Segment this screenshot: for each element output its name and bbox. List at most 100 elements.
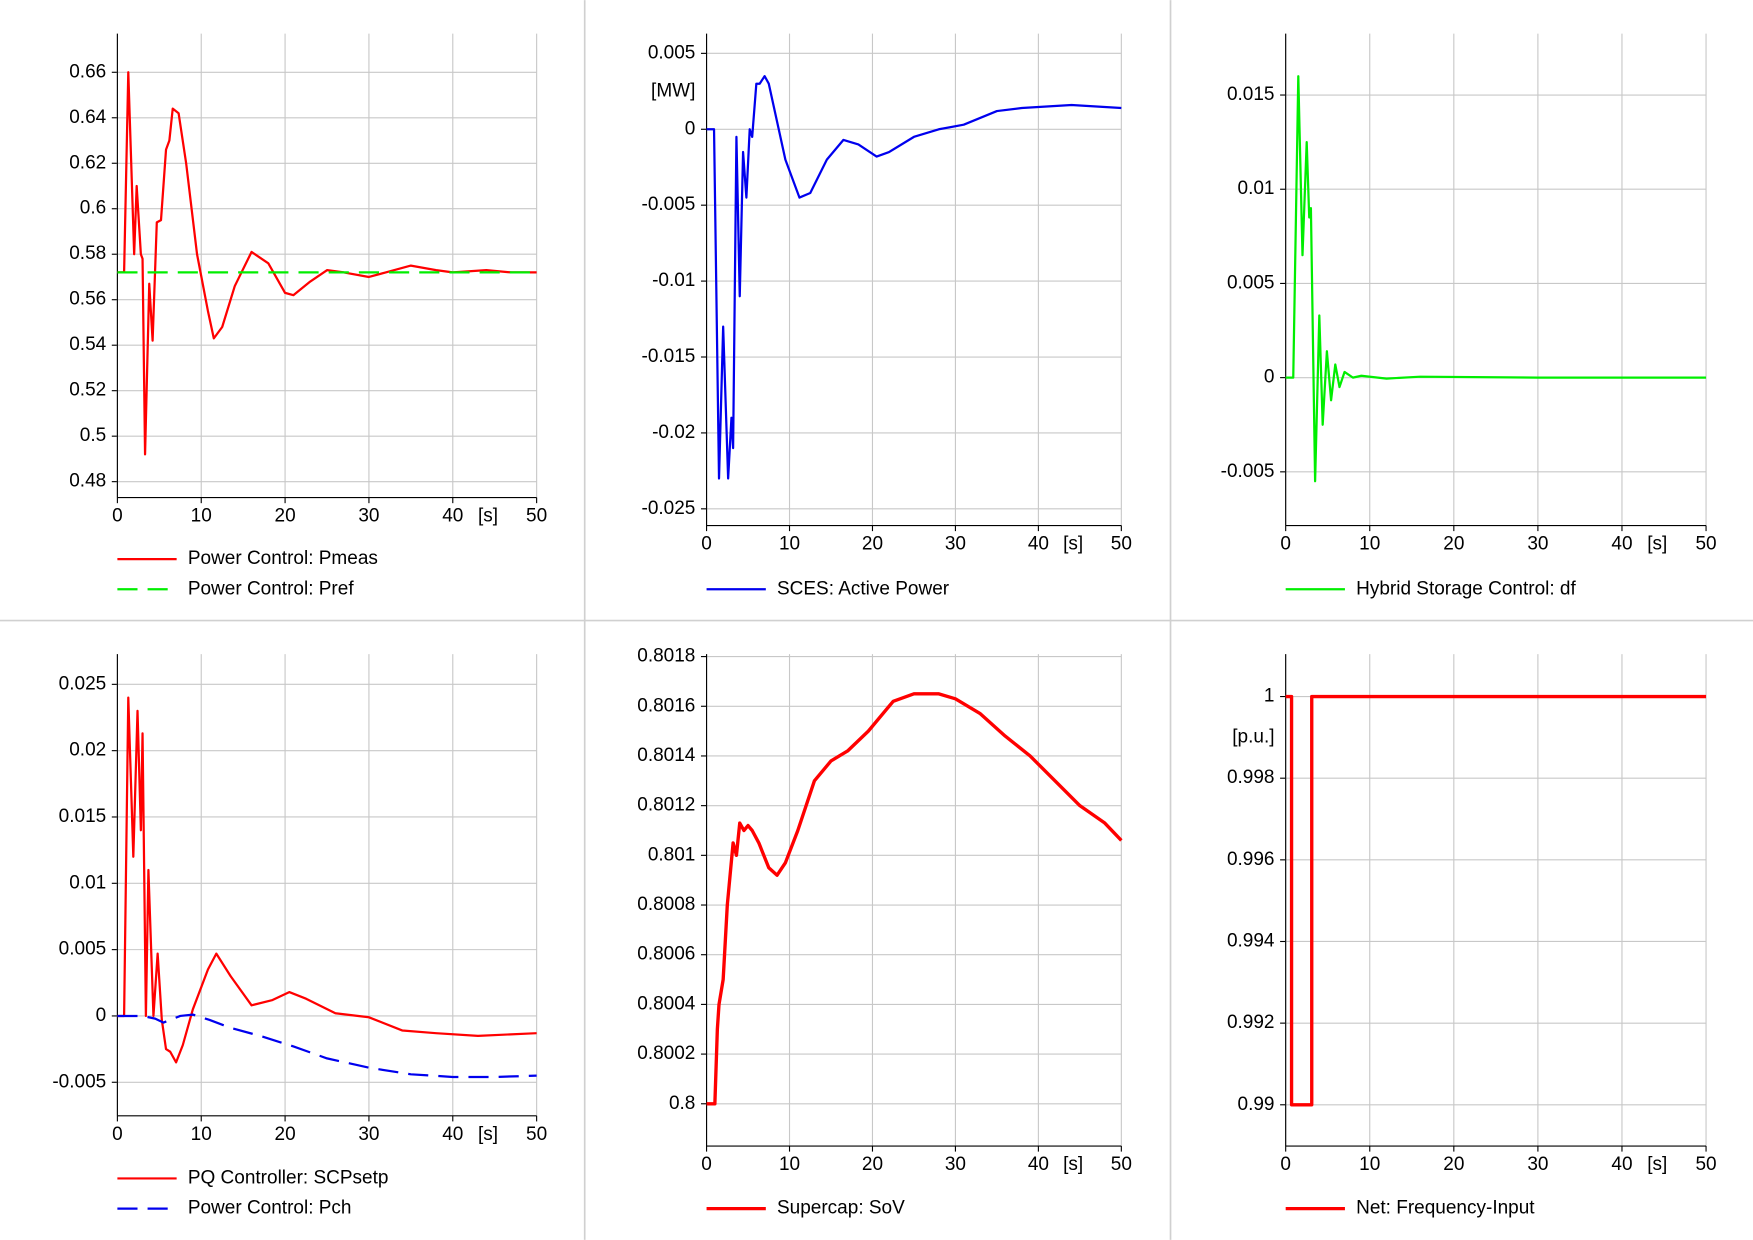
y-tick-label: -0.015: [642, 346, 696, 367]
y-tick-label: 0.66: [69, 61, 106, 82]
x-tick-label: 0: [1280, 534, 1291, 555]
x-axis-label: [s]: [1647, 534, 1667, 555]
legend-label: Net: Frequency-Input: [1356, 1198, 1535, 1219]
y-tick-label: -0.005: [642, 194, 696, 215]
x-tick-label: 40: [442, 506, 463, 527]
x-tick-label: 50: [1695, 534, 1716, 555]
y-tick-label: 0.005: [648, 42, 696, 63]
y-tick-label: 0.02: [69, 740, 106, 761]
x-tick-label: 10: [1359, 1154, 1380, 1175]
y-tick-label: 0.6: [80, 198, 106, 219]
y-tick-label: 0.015: [1227, 84, 1275, 105]
y-tick-label: 0: [1264, 367, 1275, 388]
y-tick-label: 0.64: [69, 107, 106, 128]
x-tick-label: 0: [1280, 1154, 1291, 1175]
x-tick-label: 50: [1111, 1154, 1132, 1175]
y-axis-label: [MW]: [651, 80, 695, 101]
y-tick-label: 0.99: [1238, 1094, 1275, 1115]
y-tick-label: 0.52: [69, 380, 106, 401]
legend-label: Power Control: Pref: [188, 578, 355, 599]
x-axis-label: [s]: [478, 1124, 498, 1145]
y-tick-label: 0.992: [1227, 1012, 1275, 1033]
y-tick-label: 0.01: [69, 872, 106, 893]
y-tick-label: 0.8006: [637, 944, 695, 965]
y-tick-label: 0.8014: [637, 745, 696, 766]
x-tick-label: 30: [1527, 1154, 1548, 1175]
x-tick-label: 10: [191, 1124, 212, 1145]
x-tick-label: 0: [701, 534, 712, 555]
y-tick-label: 0.8016: [637, 695, 695, 716]
y-tick-label: 0.8012: [637, 795, 695, 816]
y-tick-label: -0.01: [652, 270, 695, 291]
x-axis-label: [s]: [1063, 1154, 1083, 1175]
series-line: [706, 75, 1122, 480]
x-tick-label: 10: [191, 506, 212, 527]
x-tick-label: 30: [945, 534, 966, 555]
y-tick-label: 0.5: [80, 425, 106, 446]
legend-label: Hybrid Storage Control: df: [1356, 578, 1576, 599]
x-tick-label: 10: [1359, 534, 1380, 555]
y-tick-label: -0.005: [1221, 461, 1275, 482]
series-line: [117, 696, 537, 1064]
x-tick-label: 0: [112, 1124, 123, 1145]
y-tick-label: 0.8002: [637, 1043, 695, 1064]
y-tick-label: 0.58: [69, 243, 106, 264]
y-tick-label: 0.8004: [637, 993, 696, 1014]
x-axis-label: [s]: [1063, 534, 1083, 555]
y-tick-label: 0.48: [69, 471, 106, 492]
x-tick-label: 30: [358, 1124, 379, 1145]
y-tick-label: 0.996: [1227, 849, 1275, 870]
x-axis-label: [s]: [478, 506, 498, 527]
x-tick-label: 20: [1443, 1154, 1464, 1175]
y-tick-label: 1: [1264, 686, 1275, 707]
x-tick-label: 40: [1028, 534, 1049, 555]
y-tick-label: 0.62: [69, 152, 106, 173]
legend-label: PQ Controller: SCPsetp: [188, 1167, 389, 1188]
x-tick-label: 20: [1443, 534, 1464, 555]
legend-label: Power Control: Pch: [188, 1198, 352, 1219]
y-tick-label: -0.005: [52, 1071, 106, 1092]
y-tick-label: 0.8018: [637, 646, 695, 667]
x-tick-label: 20: [862, 1154, 883, 1175]
series-line: [1285, 694, 1707, 1107]
x-tick-label: 30: [358, 506, 379, 527]
x-axis-label: [s]: [1647, 1154, 1667, 1175]
y-tick-label: -0.02: [652, 422, 695, 443]
x-tick-label: 50: [1111, 534, 1132, 555]
x-tick-label: 50: [1695, 1154, 1716, 1175]
x-tick-label: 0: [701, 1154, 712, 1175]
y-tick-label: 0.54: [69, 334, 106, 355]
y-tick-label: 0: [685, 118, 696, 139]
series-line: [706, 692, 1123, 1106]
x-tick-label: 50: [526, 1124, 547, 1145]
y-tick-label: 0: [96, 1005, 107, 1026]
series-line: [117, 71, 537, 456]
series-line: [117, 1013, 537, 1079]
legend-label: Supercap: SoV: [777, 1198, 905, 1219]
legend-label: SCES: Active Power: [777, 578, 950, 599]
x-tick-label: 10: [779, 534, 800, 555]
y-tick-label: 0.998: [1227, 767, 1275, 788]
y-tick-label: 0.005: [59, 939, 107, 960]
x-tick-label: 20: [862, 534, 883, 555]
y-tick-label: 0.8008: [637, 894, 695, 915]
x-tick-label: 40: [1028, 1154, 1049, 1175]
legend-label: Power Control: Pmeas: [188, 548, 378, 569]
y-tick-label: 0.801: [648, 844, 696, 865]
y-tick-label: 0.994: [1227, 931, 1275, 952]
x-tick-label: 40: [1611, 534, 1632, 555]
x-tick-label: 20: [275, 506, 296, 527]
y-tick-label: 0.025: [59, 673, 107, 694]
x-tick-label: 30: [945, 1154, 966, 1175]
y-tick-label: -0.025: [642, 498, 696, 519]
y-tick-label: 0.01: [1238, 178, 1275, 199]
series-line: [1285, 75, 1707, 483]
y-tick-label: 0.005: [1227, 272, 1275, 293]
x-tick-label: 40: [1611, 1154, 1632, 1175]
y-tick-label: 0.56: [69, 289, 106, 310]
x-tick-label: 20: [275, 1124, 296, 1145]
x-tick-label: 0: [112, 506, 123, 527]
y-tick-label: 0.015: [59, 806, 107, 827]
x-tick-label: 50: [526, 506, 547, 527]
